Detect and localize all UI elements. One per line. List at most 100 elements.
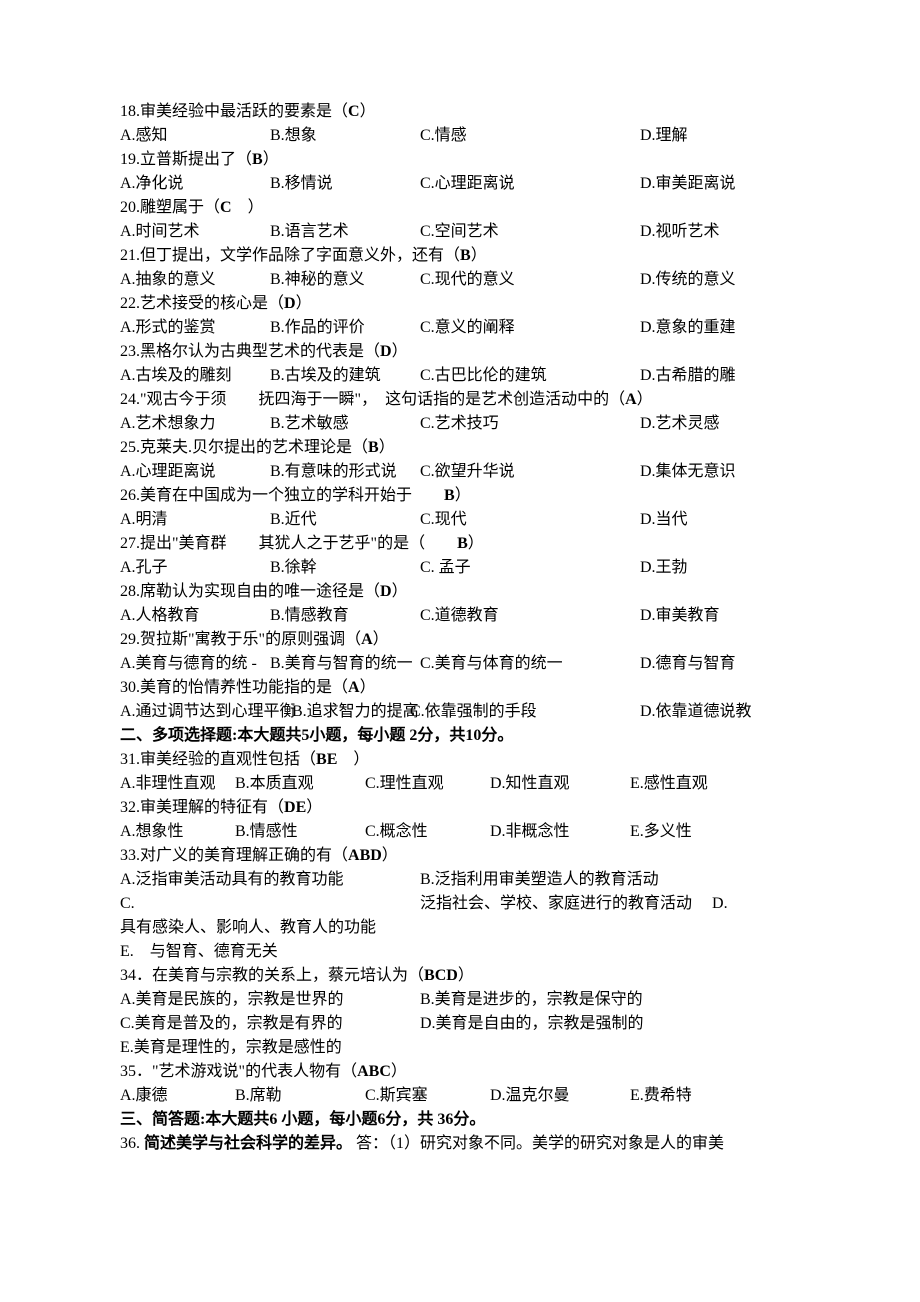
option: D.德育与智育 xyxy=(640,652,736,676)
option: C.现代 xyxy=(420,508,640,532)
question-18: 18.审美经验中最活跃的要素是（C）A.感知B.想象C.情感D.理解 xyxy=(120,100,800,148)
q36-num: 36. xyxy=(120,1135,140,1152)
q-stem: 立普斯提出了（ xyxy=(140,151,252,168)
q34-num: 34． xyxy=(120,967,152,984)
q-num: 22. xyxy=(120,295,140,312)
q-answer: A xyxy=(348,679,360,696)
options-row: A.想象性B.情感性C.概念性D.非概念性E.多义性 xyxy=(120,820,800,844)
options-row: A.净化说B.移情说C.心理距离说D.审美距离说 xyxy=(120,172,800,196)
section-2-title: 二、多项选择题:本大题共5小题，每小题 2分，共10分。 xyxy=(120,724,800,748)
option: A.心理距离说 xyxy=(120,460,270,484)
option: B.古埃及的建筑 xyxy=(270,364,420,388)
option: A.非理性直观 xyxy=(120,772,235,796)
q35-post: ） xyxy=(391,1063,407,1080)
question-stem: 23.黑格尔认为古典型艺术的代表是（D） xyxy=(120,340,800,364)
option: A.古埃及的雕刻 xyxy=(120,364,270,388)
q-answer: B xyxy=(457,535,468,552)
question-28: 28.席勒认为实现自由的唯一途径是（D）A.人格教育B.情感教育C.道德教育D.… xyxy=(120,580,800,628)
q-num: 25. xyxy=(120,439,140,456)
options-row: A.感知B.想象C.情感D.理解 xyxy=(120,124,800,148)
q-stem: 但丁提出，文学作品除了字面意义外，还有（ xyxy=(140,247,460,264)
q33-opt-b: B.泛指利用审美塑造人的教育活动 xyxy=(420,868,659,892)
q-post: ） xyxy=(471,247,487,264)
option: D.集体无意识 xyxy=(640,460,736,484)
option: D.古希腊的雕 xyxy=(640,364,736,388)
option: B.艺术敏感 xyxy=(270,412,420,436)
option: B.情感性 xyxy=(235,820,365,844)
option: A.人格教育 xyxy=(120,604,270,628)
question-stem: 26.美育在中国成为一个独立的学科开始于 B） xyxy=(120,484,800,508)
option: C.现代的意义 xyxy=(420,268,640,292)
option: B.近代 xyxy=(270,508,420,532)
option: E.费希特 xyxy=(630,1084,692,1108)
question-stem: 30.美育的怡情养性功能指的是（A） xyxy=(120,676,800,700)
option: C.情感 xyxy=(420,124,640,148)
q-num: 27. xyxy=(120,535,140,552)
question-26: 26.美育在中国成为一个独立的学科开始于 B）A.明清B.近代C.现代D.当代 xyxy=(120,484,800,532)
option: E.多义性 xyxy=(630,820,692,844)
question-32: 32.审美理解的特征有（DE）A.想象性B.情感性C.概念性D.非概念性E.多义… xyxy=(120,796,800,844)
question-27: 27.提出"美育群 其犹人之于艺乎"的是（ B）A.孔子B.徐幹C. 孟子D.王… xyxy=(120,532,800,580)
q34-opt-c: C.美育是普及的，宗教是有界的 xyxy=(120,1012,420,1036)
option: B.徐幹 xyxy=(270,556,420,580)
q33-opt-c-letter: C. xyxy=(120,892,420,916)
question-35: 35．"艺术游戏说"的代表人物有（ABC） A.康德B.席勒C.斯宾塞D.温克尔… xyxy=(120,1060,800,1108)
option: D.依靠道德说教 xyxy=(640,700,752,724)
option: B.美育与智育的统一 xyxy=(270,652,420,676)
q-post: ） xyxy=(232,199,264,216)
option: B.想象 xyxy=(270,124,420,148)
q-num: 23. xyxy=(120,343,140,360)
option: B.语言艺术 xyxy=(270,220,420,244)
q-num: 21. xyxy=(120,247,140,264)
multi-choice-section: 31.审美经验的直观性包括（BE ）A.非理性直观B.本质直观C.理性直观D.知… xyxy=(120,748,800,844)
q-post: ） xyxy=(468,535,484,552)
option: C.依靠强制的手段 xyxy=(410,700,640,724)
q34-opt-a: A.美育是民族的，宗教是世界的 xyxy=(120,988,420,1012)
option: A.想象性 xyxy=(120,820,235,844)
option: D.温克尔曼 xyxy=(490,1084,630,1108)
q-answer: B xyxy=(252,151,263,168)
q-num: 24. xyxy=(120,391,140,408)
q34-opts-row2: C.美育是普及的，宗教是有界的 D.美育是自由的，宗教是强制的 xyxy=(120,1012,800,1036)
option: E.感性直观 xyxy=(630,772,708,796)
option: C.斯宾塞 xyxy=(365,1084,490,1108)
option: C.意义的阐释 xyxy=(420,316,640,340)
options-row: A.形式的鉴赏B.作品的评价C.意义的阐释D.意象的重建 xyxy=(120,316,800,340)
question-22: 22.艺术接受的核心是（D）A.形式的鉴赏B.作品的评价C.意义的阐释D.意象的… xyxy=(120,292,800,340)
options-row: A.抽象的意义B.神秘的意义C.现代的意义D.传统的意义 xyxy=(120,268,800,292)
options-row: A.心理距离说B.有意味的形式说C.欲望升华说D.集体无意识 xyxy=(120,460,800,484)
option: C.空间艺术 xyxy=(420,220,640,244)
q33-num: 33 xyxy=(120,847,136,864)
q-post: ） xyxy=(392,583,408,600)
option: A.明清 xyxy=(120,508,270,532)
question-36: 36. 简述美学与社会科学的差异。 答：（1）研究对象不同。美学的研究对象是人的… xyxy=(120,1132,800,1156)
q-answer: A xyxy=(625,391,637,408)
option: D.传统的意义 xyxy=(640,268,736,292)
options-row: A.非理性直观B.本质直观C.理性直观D.知性直观E.感性直观 xyxy=(120,772,800,796)
option: D.意象的重建 xyxy=(640,316,736,340)
question-24: 24."观古今于须 抚四海于一瞬"， 这句话指的是艺术创造活动中的（A）A.艺术… xyxy=(120,388,800,436)
option: D.当代 xyxy=(640,508,688,532)
q-num: 32. xyxy=(120,799,140,816)
q-stem: 美育的怡情养性功能指的是（ xyxy=(140,679,348,696)
q-answer: C xyxy=(348,103,360,120)
section-3-title: 三、简答题:本大题共6 小题，每小题6分，共 36分。 xyxy=(120,1108,800,1132)
question-stem: 29.贺拉斯"寓教于乐"的原则强调（A） xyxy=(120,628,800,652)
q-num: 26. xyxy=(120,487,140,504)
option: B.作品的评价 xyxy=(270,316,420,340)
option: B.移情说 xyxy=(270,172,420,196)
q-answer: D xyxy=(284,295,296,312)
option: C.美育与体育的统一 xyxy=(420,652,640,676)
q33-opt-e: E. 与智育、德育无关 xyxy=(120,940,800,964)
option: D.艺术灵感 xyxy=(640,412,720,436)
q-num: 31. xyxy=(120,751,140,768)
q-stem: 审美经验的直观性包括（ xyxy=(140,751,316,768)
q34-answer: BCD xyxy=(424,967,458,984)
question-33: 33.对广义的美育理解正确的有（ABD） A.泛指审美活动具有的教育功能 B.泛… xyxy=(120,844,800,964)
question-stem: 19.立普斯提出了（B） xyxy=(120,148,800,172)
option: C.古巴比伦的建筑 xyxy=(420,364,640,388)
q34-opt-b: B.美育是进步的，宗教是保守的 xyxy=(420,988,643,1012)
q-num: 30. xyxy=(120,679,140,696)
option: D.审美距离说 xyxy=(640,172,736,196)
q36-title: 简述美学与社会科学的差异。 xyxy=(144,1135,352,1152)
